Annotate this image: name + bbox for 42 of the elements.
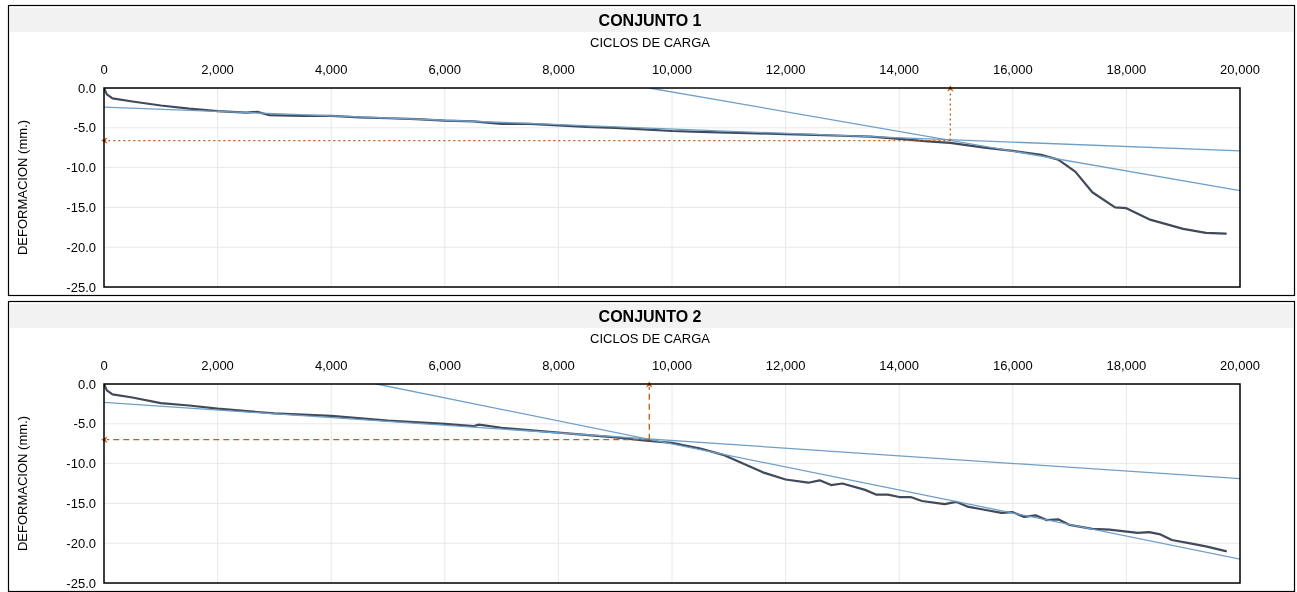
y-tick-label: -15.0 [66,199,96,215]
x-tick-label: 20,000 [1220,358,1260,373]
y-tick-label: -5.0 [73,120,96,136]
x-tick-label: 8,000 [542,62,575,77]
x-tick-label: 4,000 [314,358,348,373]
y-tick-label: -20.0 [66,239,96,255]
line-series [104,384,1227,553]
x-tick-label: 6,000 [428,358,462,373]
y-tick-label: -20.0 [66,535,96,551]
x-tick-label: 4,000 [314,62,348,77]
x-tick-label: 14,000 [879,62,920,77]
x-axis-title: CICLOS DE CARGA [590,331,711,346]
x-tick-label: 18,000 [1106,62,1147,77]
chart-title: CONJUNTO 2 [598,308,702,325]
y-tick-label: -5.0 [73,416,96,432]
x-tick-label: 12,000 [765,358,806,373]
x-tick-label: 16,000 [992,358,1033,373]
x-tick-label: 2,000 [201,358,234,373]
y-tick-label: 0.0 [77,80,96,96]
y-tick-label: -15.0 [66,495,96,511]
x-tick-label: 0 [100,358,108,373]
y-tick-label: -25.0 [66,575,96,591]
x-tick-label: 6,000 [428,62,462,77]
y-tick-label: -10.0 [66,160,96,176]
chart-title: CONJUNTO 1 [598,12,702,29]
x-tick-label: 20,000 [1220,62,1260,77]
x-axis-title: CICLOS DE CARGA [590,35,711,50]
y-tick-label: -10.0 [66,456,96,472]
x-tick-label: 12,000 [765,62,806,77]
y-tick-label: 0.0 [77,376,96,392]
y-axis-title: DEFORMACION (mm.) [15,415,30,552]
x-tick-label: 14,000 [879,358,920,373]
line-series [104,88,1227,235]
x-tick-label: 16,000 [992,62,1033,77]
y-tick-label: -25.0 [66,279,96,295]
x-tick-label: 2,000 [201,62,234,77]
x-tick-label: 8,000 [542,358,575,373]
x-tick-label: 10,000 [652,62,692,77]
x-tick-label: 18,000 [1106,358,1147,373]
y-axis-title: DEFORMACION (mm.) [15,119,30,256]
x-tick-label: 10,000 [652,358,692,373]
x-tick-label: 0 [100,62,108,77]
